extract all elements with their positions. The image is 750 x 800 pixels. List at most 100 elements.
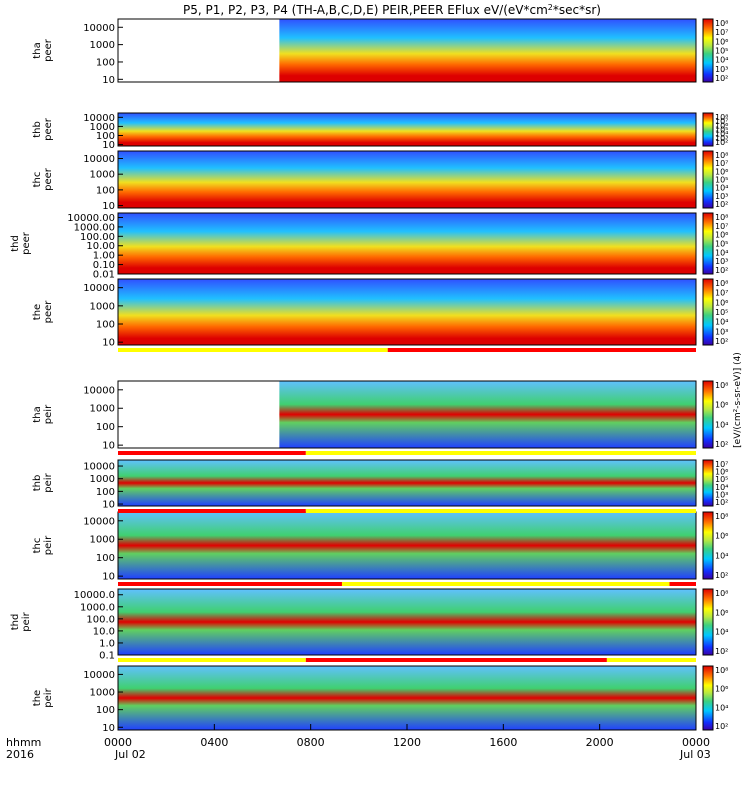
colorbar-tick-label: 10⁶ bbox=[715, 401, 728, 410]
colorbar-tick-label: 10⁸ bbox=[715, 381, 728, 390]
y-tick-label: 1.0 bbox=[99, 638, 115, 649]
mode-bar-segment bbox=[305, 451, 696, 455]
colorbar-tick-label: 10² bbox=[715, 647, 728, 656]
colorbar-tick-label: 10⁴ bbox=[715, 56, 728, 65]
y-tick-label: 10000.0 bbox=[74, 590, 115, 601]
colorbar-tick-label: 10⁸ bbox=[715, 213, 728, 222]
y-tick-label: 10 bbox=[102, 572, 115, 583]
colorbar bbox=[702, 150, 714, 209]
time-tick-label: 0400 bbox=[200, 736, 228, 749]
colorbar bbox=[702, 112, 714, 147]
colorbar-tick-label: 10² bbox=[715, 200, 728, 209]
colorbar-tick-label: 10³ bbox=[715, 327, 728, 336]
colorbar-tick-label: 10⁷ bbox=[715, 28, 728, 37]
colorbar-tick-label: 10⁵ bbox=[715, 126, 728, 135]
panel-frame bbox=[117, 112, 697, 147]
y-tick-label: 1000.0 bbox=[80, 602, 115, 613]
colorbar-tick-label: 10² bbox=[715, 498, 728, 507]
spectrogram-field bbox=[118, 113, 696, 146]
colorbar-tick-label: 10⁴ bbox=[715, 703, 728, 712]
date-end-label: Jul 03 bbox=[679, 748, 711, 761]
panel-frame bbox=[117, 212, 697, 275]
colorbar-tick-label: 10⁸ bbox=[715, 19, 728, 28]
y-tick-label: 10000 bbox=[83, 154, 115, 165]
colorbar-tick-label: 10⁸ bbox=[715, 151, 728, 160]
colorbar-tick-label: 10⁵ bbox=[715, 475, 728, 484]
mode-bar-segment bbox=[118, 658, 306, 662]
colorbar-units-label: [eV/(cm²-s-sr-eV)] (4) bbox=[733, 352, 743, 448]
y-tick-label: 1000.00 bbox=[74, 222, 115, 233]
colorbar-tick-label: 10² bbox=[715, 266, 728, 275]
y-tick-label: 10 bbox=[102, 723, 115, 734]
panel-y-label: thbpeer bbox=[32, 117, 54, 141]
colorbar-tick-label: 10⁴ bbox=[715, 551, 728, 560]
y-tick-label: 100 bbox=[96, 185, 115, 196]
y-tick-label: 100 bbox=[96, 487, 115, 498]
y-tick-label: 10 bbox=[102, 338, 115, 349]
panel-frame bbox=[117, 459, 697, 507]
colorbar bbox=[702, 665, 714, 731]
panel-frame bbox=[117, 150, 697, 209]
y-tick-label: 10 bbox=[102, 441, 115, 452]
colorbar-tick-label: 10⁵ bbox=[715, 240, 728, 249]
y-tick-label: 10 bbox=[102, 201, 115, 212]
y-tick-label: 10000 bbox=[83, 283, 115, 294]
panel-frame bbox=[117, 278, 697, 346]
mode-bar-segment bbox=[305, 509, 696, 513]
colorbar bbox=[702, 588, 714, 656]
colorbar-tick-label: 10⁶ bbox=[715, 37, 728, 46]
y-tick-label: 10000 bbox=[83, 385, 115, 396]
y-tick-label: 10000.00 bbox=[67, 213, 115, 224]
time-row1-label: hhmm bbox=[6, 736, 41, 749]
colorbar-tick-label: 10⁶ bbox=[715, 532, 728, 541]
colorbar-tick-label: 10⁵ bbox=[715, 47, 728, 56]
panel-thc-peer: 10 100 1000 10000 thcpeer 10⁸10⁷10⁶10⁵10⁴10³1… bbox=[32, 150, 728, 212]
colorbar-tick-label: 10³ bbox=[715, 65, 728, 74]
time-axis: hhmm 2016 Jul 02 Jul 03 0000 0400 0800 1200… bbox=[6, 724, 711, 761]
y-tick-label: 10 bbox=[102, 140, 115, 151]
no-data-region bbox=[118, 381, 280, 448]
spectrogram-field bbox=[118, 589, 696, 655]
y-tick-label: 1000 bbox=[90, 301, 115, 312]
panel-thc-peir: 10 100 1000 10000 thcpeir 10⁸ 10⁶ 10⁴ 10² bbox=[32, 511, 728, 583]
colorbar-tick-label: 10³ bbox=[715, 257, 728, 266]
panel-the-peer: 10 100 1000 10000 thepeer 10⁸10⁷10⁶10⁵10⁴10³1… bbox=[32, 278, 728, 349]
colorbar-tick-label: 10⁷ bbox=[715, 159, 728, 168]
colorbar-tick-label: 10⁸ bbox=[715, 113, 728, 122]
colorbar-tick-label: 10⁶ bbox=[715, 231, 728, 240]
y-tick-label: 100 bbox=[96, 705, 115, 716]
panel-y-label: thepeir bbox=[32, 687, 54, 707]
panel-y-label: thapeir bbox=[32, 404, 54, 424]
panel-y-label: thapeer bbox=[32, 38, 54, 62]
y-tick-label: 10000 bbox=[83, 462, 115, 473]
y-tick-label: 1000 bbox=[90, 170, 115, 181]
spectrogram-field bbox=[118, 279, 696, 345]
spectrogram-field bbox=[118, 512, 696, 579]
mode-bar-segment bbox=[118, 509, 306, 513]
mode-bar-group bbox=[118, 348, 696, 662]
colorbar-tick-label: 10⁸ bbox=[715, 512, 728, 521]
colorbar-tick-label: 10⁷ bbox=[715, 460, 728, 469]
spectrogram-field bbox=[118, 666, 696, 730]
colorbar-tick-label: 10⁶ bbox=[715, 167, 728, 176]
y-tick-label: 1000 bbox=[90, 122, 115, 133]
y-tick-label: 10000 bbox=[83, 670, 115, 681]
colorbar-tick-label: 10⁸ bbox=[715, 666, 728, 675]
y-tick-label: 10.00 bbox=[86, 241, 115, 252]
y-tick-label: 1000 bbox=[90, 688, 115, 699]
panel-tha-peer: 10 100 1000 10000 thapeer 10⁸10⁷10⁶10⁵10⁴10³1… bbox=[32, 18, 728, 86]
y-tick-label: 100 bbox=[96, 422, 115, 433]
colorbar-tick-label: 10² bbox=[715, 440, 728, 449]
time-tick-label: 1200 bbox=[393, 736, 421, 749]
colorbar bbox=[702, 278, 714, 346]
y-tick-label: 0.10 bbox=[93, 260, 115, 271]
date-start-label: Jul 02 bbox=[114, 748, 146, 761]
mode-bar-segment bbox=[606, 658, 696, 662]
panel-frame bbox=[117, 380, 697, 449]
no-data-region bbox=[118, 19, 280, 82]
